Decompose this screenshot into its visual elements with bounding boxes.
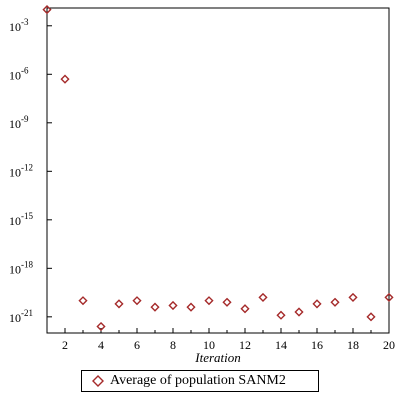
x-tick-label: 8 <box>170 338 176 352</box>
y-tick-label: 10-6 <box>9 65 29 82</box>
data-point <box>150 302 160 312</box>
y-tick-label: 10-15 <box>9 211 33 228</box>
data-point <box>96 321 106 332</box>
legend-label: Average of population SANM2 <box>110 373 286 388</box>
x-tick-label: 2 <box>62 338 68 352</box>
x-tick-label: 10 <box>203 338 215 352</box>
data-point <box>384 292 394 303</box>
data-point <box>348 292 358 303</box>
x-tick-label: 4 <box>98 338 104 352</box>
y-tick-label: 10-3 <box>9 17 29 34</box>
data-point <box>276 310 286 320</box>
data-point <box>132 296 142 306</box>
x-axis-label: Iteration <box>194 350 241 365</box>
data-points <box>42 5 394 332</box>
x-tick-label: 18 <box>347 338 359 352</box>
data-point <box>222 297 232 307</box>
data-point <box>42 5 52 15</box>
x-axis-ticks: 2 4 6 8 10 12 14 16 18 20 <box>46 328 395 352</box>
x-tick-label: 12 <box>239 338 251 352</box>
data-point <box>312 299 322 309</box>
y-tick-label: 10-18 <box>9 259 33 276</box>
x-tick-label: 6 <box>134 338 140 352</box>
data-point <box>258 292 268 303</box>
y-tick-label: 10-12 <box>9 162 33 179</box>
data-point <box>186 302 196 312</box>
data-point <box>60 74 70 84</box>
data-point <box>366 312 376 322</box>
y-axis-ticks: 10-3 10-6 10-9 10-12 10-15 10-18 10-21 <box>9 17 52 325</box>
y-tick-label: 10-21 <box>9 308 33 325</box>
legend-marker <box>92 375 104 387</box>
data-point <box>78 296 88 306</box>
data-point <box>330 297 340 307</box>
x-tick-label: 14 <box>275 338 287 352</box>
data-point <box>168 300 178 311</box>
data-point <box>240 304 250 314</box>
x-tick-label: 16 <box>311 338 323 352</box>
y-tick-label: 10-9 <box>9 114 29 131</box>
data-point <box>204 296 214 306</box>
legend: Average of population SANM2 <box>81 370 319 392</box>
plot-frame <box>46 7 390 334</box>
data-point <box>114 299 124 309</box>
x-tick-label: 20 <box>383 338 395 352</box>
data-point <box>294 307 304 317</box>
